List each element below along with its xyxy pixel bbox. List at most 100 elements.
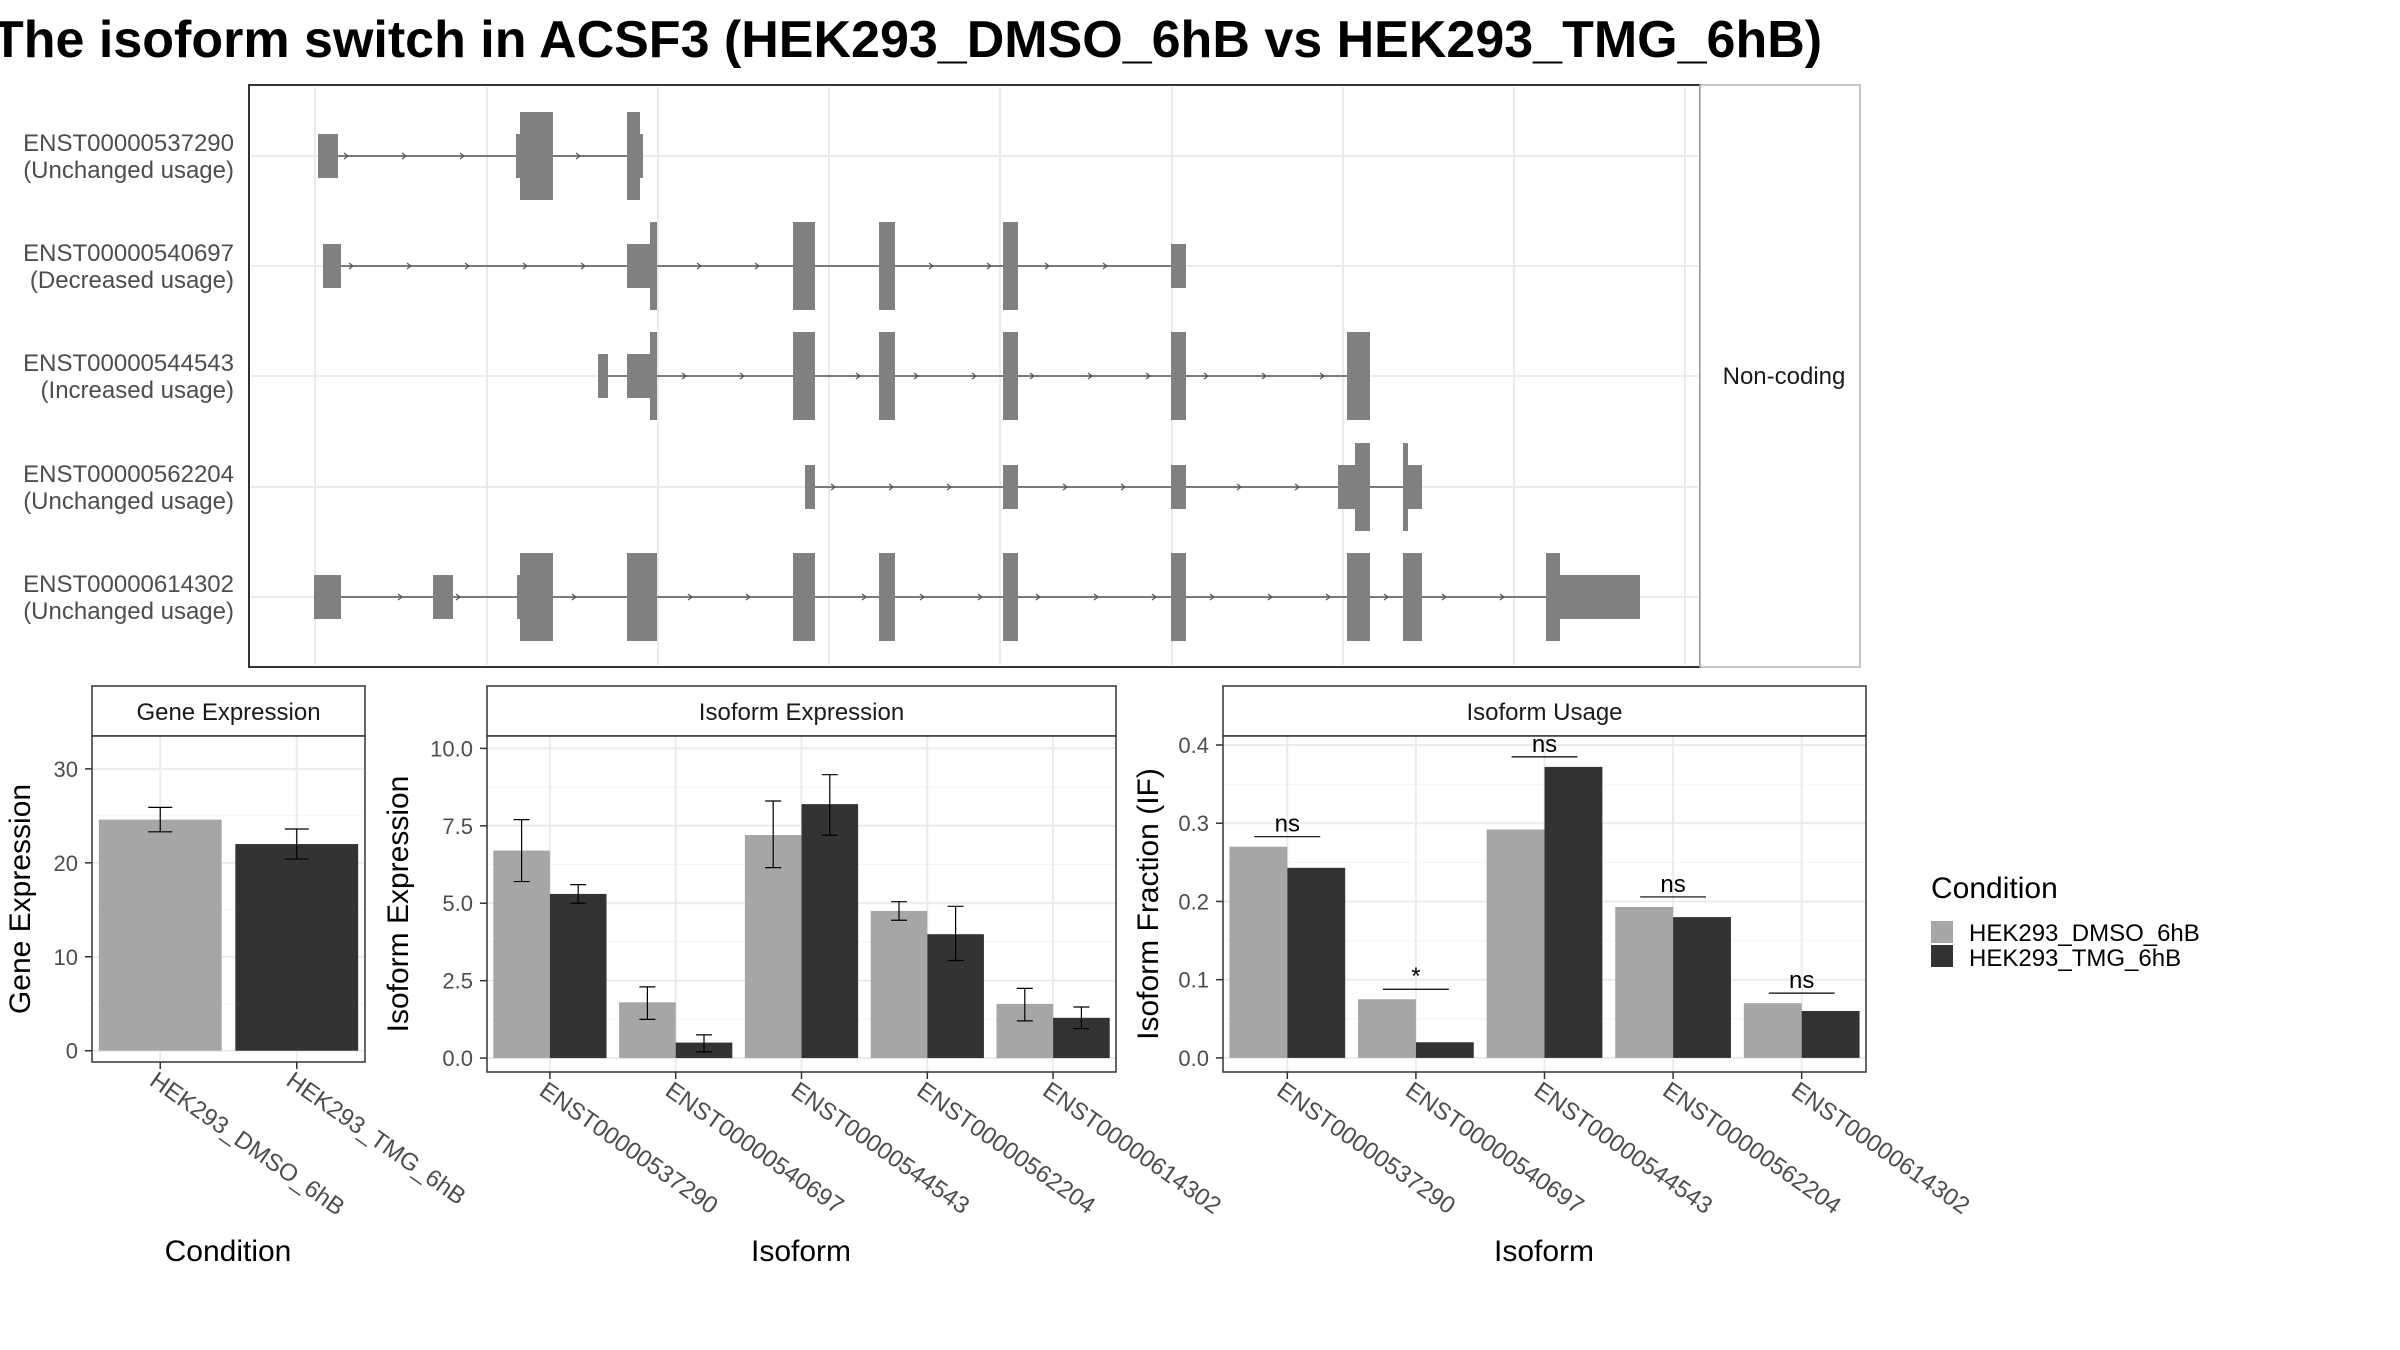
direction-arrow xyxy=(696,262,702,270)
direction-arrow xyxy=(745,593,751,601)
direction-arrow xyxy=(1209,593,1215,601)
legend: Condition HEK293_DMSO_6hB HEK293_TMG_6hB xyxy=(1931,872,2200,972)
direction-arrow xyxy=(913,372,919,380)
gene-expression-panel: Gene Expression0102030HEK293_DMSO_6hBHEK… xyxy=(4,685,471,1268)
y-tick-label: 5.0 xyxy=(442,891,473,916)
exon-block xyxy=(627,354,650,398)
exon-block xyxy=(520,112,553,200)
exon-block xyxy=(1408,465,1422,509)
transcript-id-label: ENST00000537290 xyxy=(23,130,234,157)
direction-arrow xyxy=(830,483,836,491)
bar-dmso xyxy=(1229,846,1288,1058)
direction-arrow xyxy=(397,593,403,601)
bar-dmso xyxy=(98,819,222,1051)
bar-dmso xyxy=(1358,999,1416,1058)
exon-block xyxy=(805,465,815,509)
transcript-usage-label: (Decreased usage) xyxy=(30,267,234,294)
exon-block xyxy=(879,222,895,310)
transcript-model xyxy=(314,553,1640,641)
direction-arrow xyxy=(575,152,581,160)
direction-arrow xyxy=(946,483,952,491)
y-tick-label: 10.0 xyxy=(430,736,473,761)
direction-arrow xyxy=(971,372,977,380)
exon-block xyxy=(1003,465,1018,509)
direction-arrow xyxy=(401,152,407,160)
structure-strip xyxy=(1699,84,1861,668)
y-tick-label: 0.0 xyxy=(442,1046,473,1071)
direction-arrow xyxy=(1102,262,1108,270)
exon-block xyxy=(1171,553,1186,641)
exon-block xyxy=(650,222,657,310)
panel-strip-label: Isoform Expression xyxy=(699,699,904,726)
exon-block xyxy=(516,134,520,178)
transcript-model xyxy=(323,222,1186,310)
direction-arrow xyxy=(1236,483,1242,491)
direction-arrow xyxy=(1261,372,1267,380)
direction-arrow xyxy=(1383,593,1389,601)
direction-arrow xyxy=(348,262,354,270)
transcript-structure-panel: Non-coding ENST00000537290(Unchanged usa… xyxy=(23,84,1861,668)
significance-label: ns xyxy=(1789,967,1814,994)
panel-border xyxy=(91,735,366,1063)
exon-block xyxy=(1003,222,1018,310)
bar-tmg xyxy=(549,893,607,1059)
legend-label-dmso: HEK293_DMSO_6hB xyxy=(1969,920,2200,947)
panel-strip xyxy=(91,685,366,737)
bar-tmg xyxy=(1801,1010,1860,1058)
direction-arrow xyxy=(1044,262,1050,270)
y-tick-label: 0.0 xyxy=(1178,1046,1209,1071)
exon-block xyxy=(598,354,608,398)
isoform-usage-panel: Isoform Usagens*nsnsns0.00.10.20.30.4ENS… xyxy=(1132,685,1974,1268)
bar-dmso xyxy=(1615,906,1674,1058)
transcript-id-label: ENST00000540697 xyxy=(23,240,234,267)
y-axis-title: Gene Expression xyxy=(4,784,37,1014)
direction-arrow xyxy=(343,152,349,160)
legend-key-tmg xyxy=(1931,945,1953,967)
exon-block xyxy=(433,575,453,619)
exon-block xyxy=(1338,465,1355,509)
bar-dmso xyxy=(1743,1003,1802,1058)
direction-arrow xyxy=(1151,593,1157,601)
direction-arrow xyxy=(681,372,687,380)
y-tick-label: 2.5 xyxy=(442,969,473,994)
direction-arrow xyxy=(1035,593,1041,601)
transcript-labels: ENST00000537290 (Unchanged usage) ENST0000… xyxy=(23,130,234,625)
direction-arrow xyxy=(1145,372,1151,380)
exon-block xyxy=(1403,443,1408,531)
exon-block xyxy=(793,553,815,641)
direction-arrow xyxy=(986,262,992,270)
x-axis-title: Isoform xyxy=(1494,1235,1594,1268)
direction-arrow xyxy=(1325,593,1331,601)
transcript-usage-label: (Unchanged usage) xyxy=(23,598,234,625)
direction-arrow xyxy=(1267,593,1273,601)
y-tick-label: 20 xyxy=(54,851,78,876)
figure-title: The isoform switch in ACSF3 (HEK293_DMSO… xyxy=(0,11,1822,69)
direction-arrow xyxy=(919,593,925,601)
exon-block xyxy=(879,553,895,641)
exon-block xyxy=(650,332,657,420)
transcript-usage-label: (Increased usage) xyxy=(41,377,234,404)
bar-dmso xyxy=(870,910,928,1059)
y-axis-title: Isoform Expression xyxy=(382,776,415,1033)
y-tick-label: 0.1 xyxy=(1178,968,1209,993)
direction-arrow xyxy=(1441,593,1447,601)
bar-dmso xyxy=(493,850,550,1059)
bar-dmso xyxy=(1486,829,1545,1058)
legend-key-dmso xyxy=(1931,921,1953,943)
bar-tmg xyxy=(235,844,359,1051)
isoform-expression-panel: Isoform Expression0.02.55.07.510.0ENST00… xyxy=(382,685,1226,1268)
direction-arrow xyxy=(580,262,586,270)
direction-arrow xyxy=(754,262,760,270)
exon-block xyxy=(1347,332,1370,420)
transcript-model xyxy=(598,332,1370,420)
exon-block xyxy=(793,222,815,310)
exon-block xyxy=(323,244,341,288)
direction-arrow xyxy=(888,483,894,491)
exon-block xyxy=(1003,332,1018,420)
y-tick-label: 0.3 xyxy=(1178,811,1209,836)
y-tick-label: 0 xyxy=(66,1039,78,1064)
direction-arrow xyxy=(459,152,465,160)
direction-arrow xyxy=(977,593,983,601)
exon-block xyxy=(627,112,640,200)
